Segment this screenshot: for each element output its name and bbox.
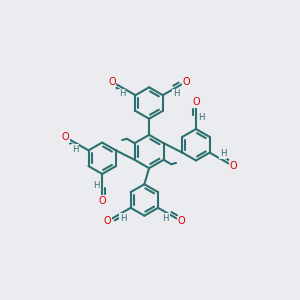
Text: O: O [108,77,116,87]
Text: H: H [93,182,100,190]
Text: H: H [173,89,179,98]
Text: O: O [178,216,185,226]
Text: O: O [192,97,200,107]
Text: H: H [120,214,126,223]
Text: H: H [72,145,79,154]
Text: O: O [98,196,106,206]
Text: H: H [198,112,205,122]
Text: H: H [163,214,169,223]
Text: O: O [61,132,69,142]
Text: H: H [220,149,226,158]
Text: O: O [230,161,237,171]
Text: H: H [119,89,125,98]
Text: O: O [103,216,111,226]
Text: O: O [182,77,190,87]
